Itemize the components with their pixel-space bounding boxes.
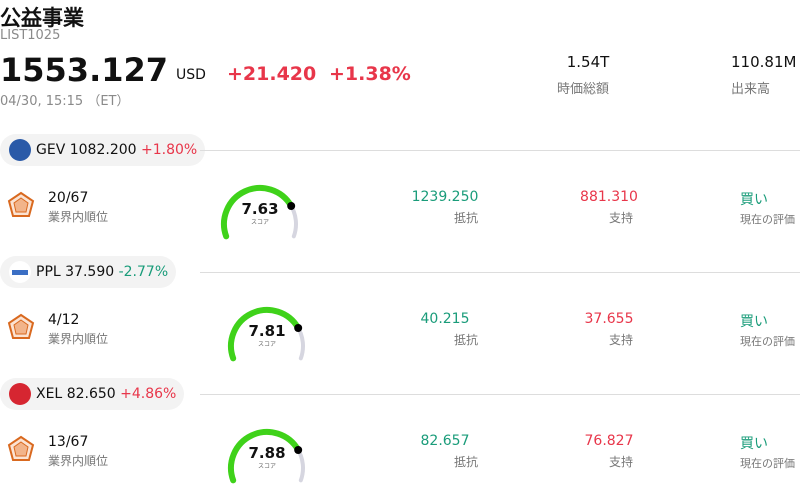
market-cap: 1.54T — [566, 53, 610, 71]
volume-label: 出来高 — [731, 82, 771, 97]
logo — [9, 261, 31, 283]
rank-icon — [7, 313, 35, 339]
stock-change: +4.86% — [120, 386, 177, 402]
rank-icon — [7, 191, 35, 217]
score: 7.88 — [248, 444, 286, 462]
support-label: 支持 — [608, 333, 634, 347]
gauge-dot — [294, 324, 303, 332]
rank-inner — [13, 197, 29, 213]
score-gauge — [221, 185, 298, 240]
rating-label: 現在の評価 — [740, 213, 795, 226]
resistance: 40.215 — [420, 311, 470, 327]
logo-circle — [9, 139, 31, 161]
gauge-fill — [228, 429, 302, 484]
score: 7.81 — [248, 322, 286, 340]
rank-label: 業界内順位 — [48, 210, 109, 224]
resistance: 1239.250 — [411, 189, 479, 205]
divider — [200, 272, 800, 273]
resistance: 82.657 — [420, 433, 470, 449]
stock-price: 82.650 — [66, 386, 116, 402]
price-change: +21.420 — [227, 63, 317, 85]
score-label: スコア — [257, 341, 277, 348]
rank: 20/67 — [48, 190, 89, 206]
timestamp: 04/30, 15:15 （ET） — [0, 94, 130, 109]
rating: 買い — [740, 192, 768, 208]
resistance-label: 抵抗 — [453, 211, 479, 225]
support-label: 支持 — [608, 211, 634, 225]
rank: 13/67 — [48, 434, 89, 450]
stock-change: +1.80% — [141, 142, 198, 158]
ticker: XEL — [36, 386, 63, 402]
rating-label: 現在の評価 — [740, 457, 795, 470]
logo — [9, 139, 31, 161]
currency: USD — [176, 67, 206, 83]
score-label: スコア — [250, 219, 270, 226]
logo-circle — [9, 383, 31, 405]
divider — [200, 394, 800, 395]
index-price: 1553.127 — [0, 51, 169, 89]
gauge-fill — [221, 185, 295, 240]
logo-mark — [12, 270, 28, 275]
volume: 110.81M — [731, 53, 797, 71]
score-gauge — [228, 307, 305, 362]
price-change-pct: +1.38% — [329, 63, 411, 85]
list-code: LIST1025 — [0, 28, 61, 43]
stock-price: 37.590 — [65, 264, 115, 280]
resistance-label: 抵抗 — [453, 455, 479, 469]
market-cap-label: 時価総額 — [556, 82, 610, 97]
gauge-dot — [294, 446, 303, 454]
gauge-fill — [228, 307, 302, 362]
score-gauge — [228, 429, 305, 484]
ticker: PPL — [36, 264, 61, 280]
support: 76.827 — [584, 433, 634, 449]
resistance-label: 抵抗 — [453, 333, 479, 347]
rank-icon — [7, 435, 35, 461]
rating-label: 現在の評価 — [740, 335, 795, 348]
rank-label: 業界内順位 — [48, 454, 109, 468]
rank-label: 業界内順位 — [48, 332, 109, 346]
rank-inner — [13, 441, 29, 457]
rank: 4/12 — [48, 312, 80, 328]
stock-price: 1082.200 — [69, 142, 137, 158]
list-title: 公益事業 — [0, 6, 84, 30]
stock-change: -2.77% — [118, 264, 169, 280]
rating: 買い — [740, 314, 768, 330]
rank-inner — [13, 319, 29, 335]
divider — [200, 150, 800, 151]
support: 37.655 — [584, 311, 634, 327]
support: 881.310 — [580, 189, 638, 205]
ticker: GEV — [36, 142, 66, 158]
gauge-dot — [287, 202, 296, 210]
logo — [9, 383, 31, 405]
score-label: スコア — [257, 463, 277, 470]
rating: 買い — [740, 436, 768, 452]
score: 7.63 — [241, 200, 279, 218]
stock-pill[interactable]: GEV 1082.200 +1.80% — [0, 134, 206, 166]
support-label: 支持 — [608, 455, 634, 469]
